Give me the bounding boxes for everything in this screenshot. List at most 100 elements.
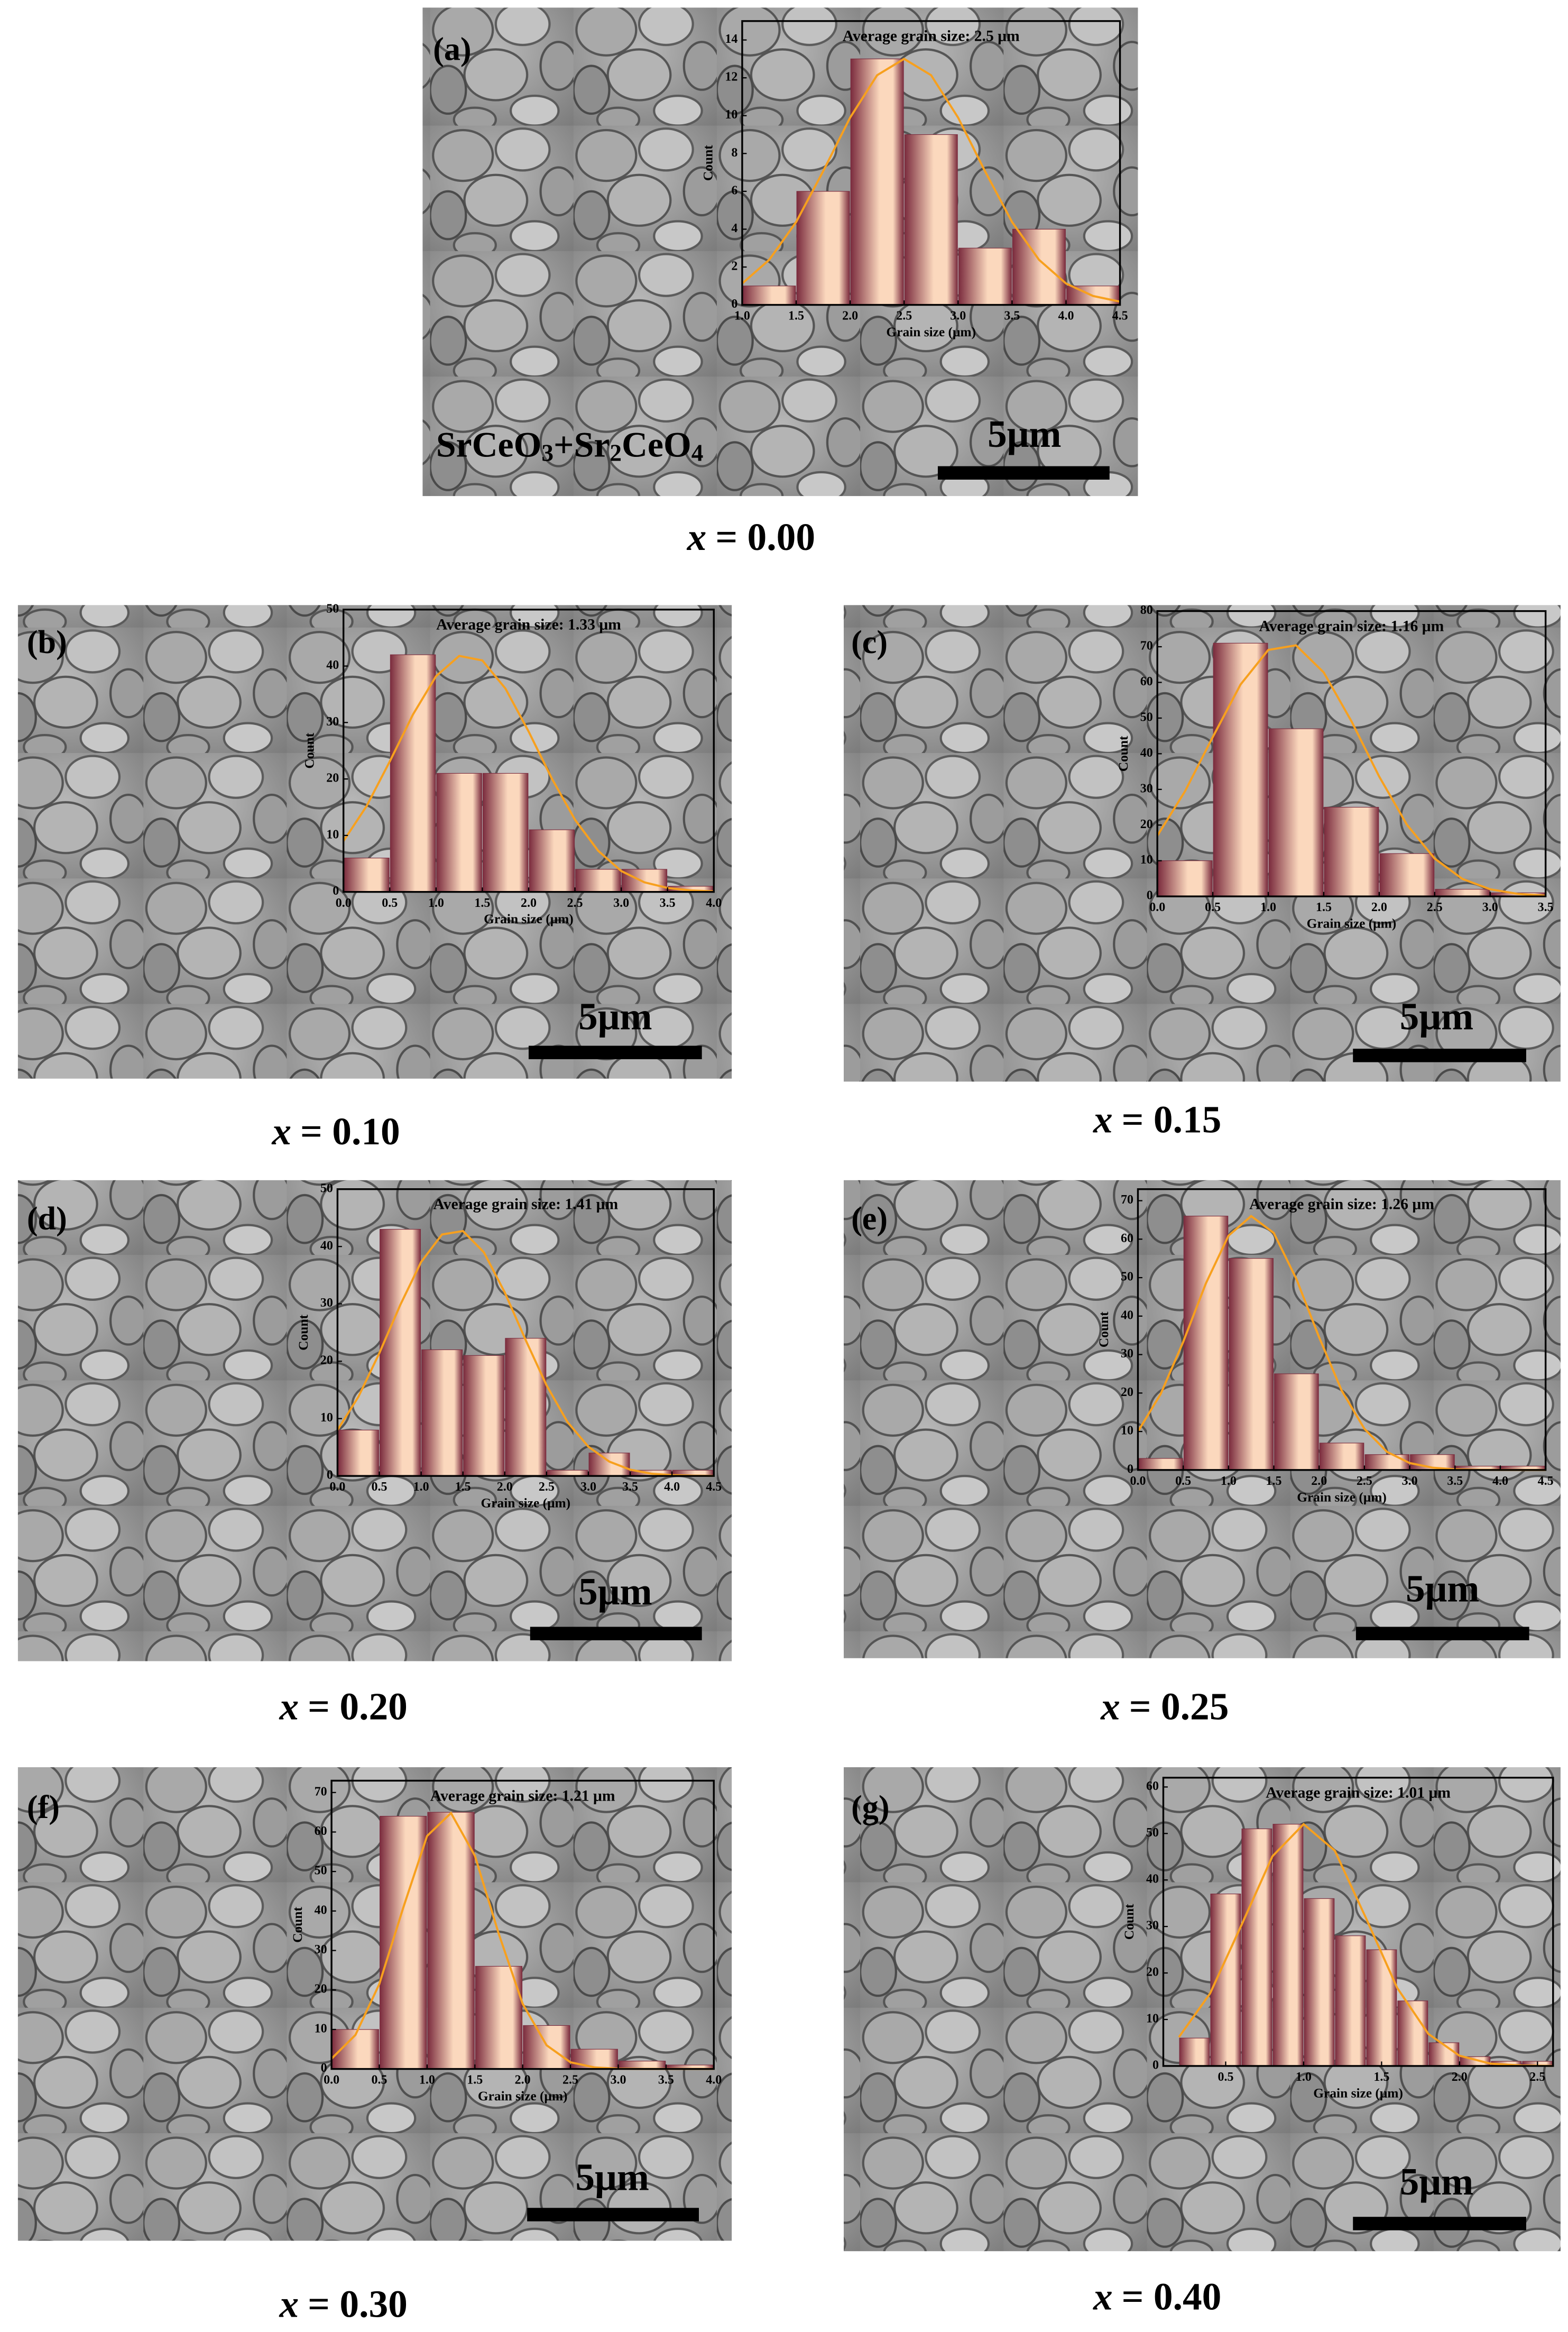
x-tick-label: 1.5	[467, 2073, 483, 2087]
y-tick-label: 40	[315, 1903, 327, 1917]
x-tick-label: 2.5	[896, 309, 912, 323]
y-tick-label: 30	[315, 1943, 327, 1957]
x-tick-label: 1.0	[734, 309, 750, 323]
y-axis-label: Count	[701, 145, 716, 181]
bar	[904, 134, 958, 306]
scale-bar-label: 5μm	[578, 995, 652, 1038]
y-tick-label: 10	[1140, 853, 1153, 867]
bar	[337, 1429, 379, 1476]
y-axis-label: Count	[1116, 736, 1131, 772]
bar	[436, 773, 482, 893]
caption-variable: x	[687, 516, 707, 558]
y-tick-label: 0	[1147, 889, 1153, 903]
caption-value: = 0.15	[1122, 1098, 1222, 1141]
x-tick-label: 3.0	[950, 309, 966, 323]
bar	[570, 2049, 618, 2070]
bar	[1364, 1454, 1410, 1471]
bar	[1183, 1216, 1229, 1471]
x-tick-label: 1.5	[1373, 2070, 1389, 2084]
y-tick-label: 0	[731, 297, 737, 311]
sem-image	[843, 605, 1561, 1082]
x-tick-label: 1.5	[474, 896, 490, 910]
x-tick-label: 1.0	[1260, 901, 1276, 914]
y-tick-label: 70	[1140, 639, 1153, 653]
bar	[529, 829, 575, 893]
caption-variable: x	[279, 2282, 299, 2325]
y-tick-label: 10	[1146, 2012, 1159, 2026]
bar	[482, 773, 529, 893]
x-tick-label: 2.5	[1427, 901, 1443, 914]
bar	[421, 1349, 463, 1476]
x-axis-label: Grain size (μm)	[886, 325, 976, 339]
caption: x = 0.25	[1100, 1685, 1229, 1728]
y-tick-label: 40	[1140, 746, 1153, 760]
x-tick-label: 3.0	[1402, 1474, 1418, 1488]
y-tick-label: 40	[320, 1239, 333, 1253]
caption-variable: x	[1100, 1685, 1120, 1728]
x-tick-label: 3.0	[610, 2073, 626, 2087]
x-tick-label: 3.0	[613, 896, 629, 910]
bar	[1229, 1258, 1274, 1471]
x-axis-label: Grain size (μm)	[1313, 2086, 1403, 2100]
x-tick-label: 2.0	[842, 309, 858, 323]
bar	[1274, 1373, 1319, 1471]
bar	[575, 869, 621, 893]
x-tick-label: 2.0	[1371, 901, 1387, 914]
caption: x = 0.40	[1093, 2275, 1221, 2318]
y-tick-label: 20	[315, 1982, 327, 1996]
x-tick-label: 4.0	[664, 1480, 680, 1494]
x-tick-label: 1.5	[788, 309, 804, 323]
panel-label: (c)	[851, 625, 888, 660]
sem-image	[843, 1767, 1561, 2252]
y-tick-label: 0	[327, 1468, 333, 1482]
y-tick-label: 10	[315, 2022, 327, 2035]
bar	[588, 1453, 630, 1476]
x-tick-label: 0.5	[1175, 1474, 1191, 1488]
panel: (b) 0.0 0.5 1.0 1.5 2.0 2.5 3.0 3.5 4.0 0 10 20 30 40 5…	[17, 602, 732, 1153]
x-tick-label: 4.0	[706, 896, 722, 910]
y-tick-label: 40	[1121, 1308, 1133, 1322]
panel: (e) 0.0 0.5 1.0 1.5 2.0 2.5 3.0 3.5 4.0 4.5 0 10 20 30…	[843, 1180, 1561, 1728]
scale-bar-label: 5μm	[575, 2155, 649, 2198]
x-tick-label: 4.0	[1058, 309, 1074, 323]
y-tick-label: 12	[725, 70, 737, 84]
bar	[380, 1816, 427, 2070]
scale-bar	[528, 1045, 702, 1060]
y-tick-label: 30	[1140, 782, 1153, 795]
scale-bar	[1353, 1049, 1526, 1062]
x-axis-label: Grain size (μm)	[478, 2089, 568, 2104]
panel-label: (d)	[27, 1201, 67, 1237]
y-tick-label: 20	[326, 772, 339, 785]
bar	[1435, 889, 1490, 897]
caption-value: = 0.30	[308, 2282, 408, 2325]
caption-variable: x	[271, 1110, 291, 1153]
caption-variable: x	[279, 1685, 299, 1728]
bar	[1213, 642, 1268, 897]
y-tick-label: 10	[1121, 1424, 1133, 1438]
x-tick-label: 3.5	[1447, 1474, 1463, 1488]
caption-variable: x	[1093, 1098, 1113, 1141]
y-tick-label: 70	[315, 1785, 327, 1798]
bar	[742, 286, 796, 306]
caption: x = 0.15	[1093, 1098, 1221, 1141]
bar	[1335, 1935, 1366, 2067]
caption: x = 0.30	[279, 2282, 407, 2325]
y-tick-label: 4	[731, 222, 737, 235]
caption-variable: x	[1093, 2275, 1113, 2318]
y-tick-label: 8	[731, 146, 737, 160]
bar	[427, 1812, 475, 2070]
phase-label-part: +Sr	[554, 425, 610, 464]
caption-value: = 0.00	[715, 516, 815, 558]
y-axis-label: Count	[1122, 1904, 1137, 1940]
y-tick-label: 6	[731, 183, 737, 197]
bar	[1241, 1828, 1272, 2067]
plot-frame	[1137, 1188, 1547, 1471]
x-tick-label: 1.5	[1316, 901, 1332, 914]
caption-value: = 0.40	[1122, 2275, 1222, 2318]
bar	[850, 58, 904, 306]
x-tick-label: 1.0	[428, 896, 444, 910]
x-tick-label: 2.5	[562, 2073, 578, 2087]
x-tick-label: 3.5	[660, 896, 676, 910]
annotation: Average grain size: 1.21 μm	[430, 1787, 615, 1804]
